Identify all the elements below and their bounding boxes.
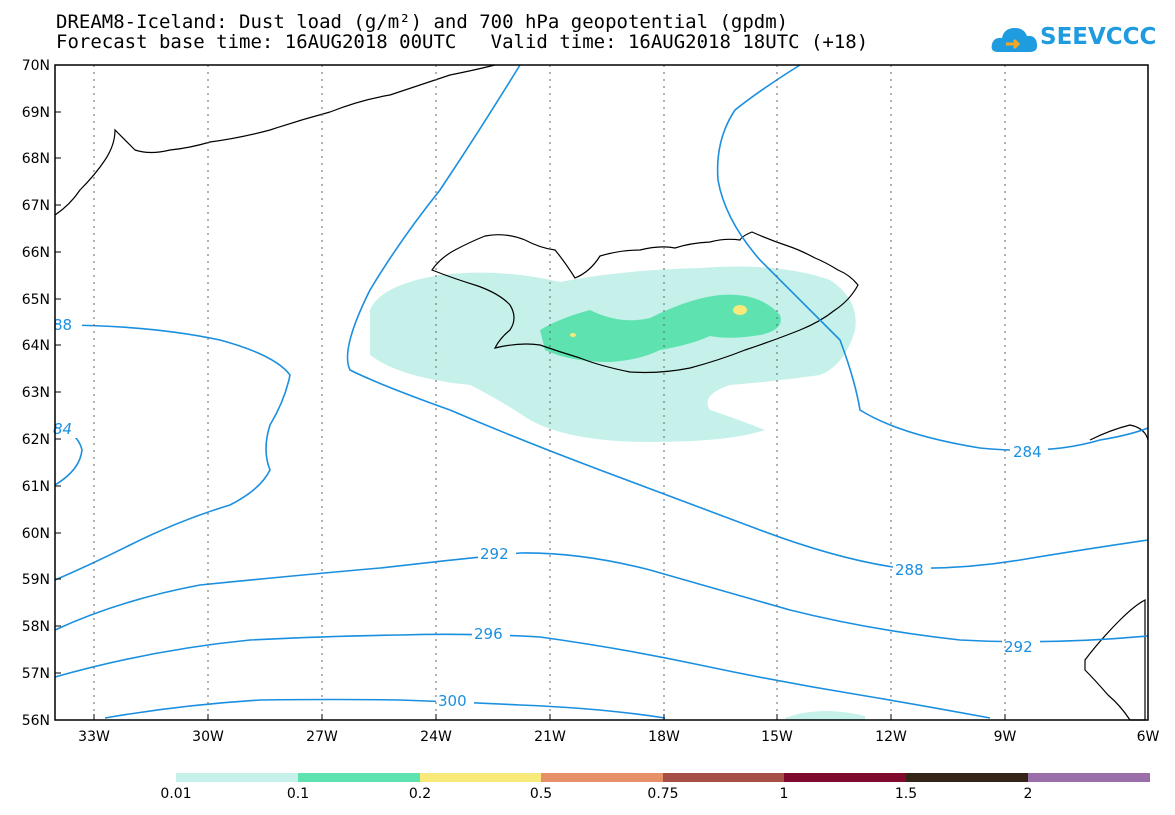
legend-swatch [1028,773,1150,782]
scotland-coast [1084,599,1146,721]
contour-296 [54,633,991,719]
lat-label: 69N [22,105,50,121]
logo-text: SEEVCCC [1040,24,1157,50]
legend-swatch [784,773,906,782]
lat-label: 59N [22,572,50,588]
lat-label: 64N [22,338,50,354]
legend-swatch [420,773,541,782]
contour-label: 288 [895,561,924,579]
lat-label: 68N [22,151,50,167]
legend-swatch [541,773,663,782]
lat-label: 65N [22,292,50,308]
legend-label: 1.5 [894,786,918,802]
contour-labels: 88 84 284 292 288 296 292 300 [52,316,1048,710]
legend-label: 0.1 [286,786,310,802]
lon-label: 24W [420,729,452,745]
contour-label: 88 [53,316,72,334]
contour-label: 284 [1013,443,1042,461]
iceland-coast [431,231,859,374]
legend-swatch [298,773,420,782]
legend-label: 0.2 [408,786,432,802]
lon-label: 9W [994,729,1017,745]
geopotential-contours [54,64,1149,719]
lat-label: 63N [22,385,50,401]
greenland-coast [54,64,496,216]
lon-label: 27W [306,729,338,745]
dust-level-0.2 [570,333,576,337]
faroe-coast [1089,424,1149,441]
latitude-labels: 70N 69N 68N 67N 66N 65N 64N 63N 62N 61N … [22,58,50,729]
legend-swatch [176,773,298,782]
dust-level-0.2 [733,305,747,315]
legend-label: 0.5 [529,786,553,802]
lat-label: 61N [22,479,50,495]
longitude-labels: 33W 30W 27W 24W 21W 18W 15W 12W 9W 6W [78,729,1159,745]
tick-marks [55,64,1149,721]
chart-subtitle: Forecast base time: 16AUG2018 00UTC Vali… [56,31,869,53]
dust-load-shading [370,266,865,720]
lon-label: 12W [875,729,907,745]
chart-title: DREAM8-Iceland: Dust load (g/m²) and 700… [56,11,789,33]
legend-swatch [663,773,784,782]
legend-label: 0.75 [647,786,679,802]
contour-label: 292 [480,545,509,563]
contour-288-west [54,324,291,581]
lat-label: 58N [22,619,50,635]
contour-label: 292 [1004,638,1033,656]
legend-label: 1 [779,786,789,802]
contour-label: 84 [53,420,72,438]
lat-label: 67N [22,198,50,214]
lat-label: 56N [22,713,50,729]
lat-label: 62N [22,432,50,448]
contour-label: 300 [438,692,467,710]
contour-300 [104,698,666,719]
lat-label: 70N [22,58,50,74]
lon-label: 33W [78,729,110,745]
lat-label: 60N [22,526,50,542]
lon-label: 21W [534,729,566,745]
legend-colorbar [176,773,1150,782]
lat-label: 66N [22,245,50,261]
lon-label: 15W [761,729,793,745]
dust-level-0.01 [785,710,865,720]
legend-swatch [906,773,1028,782]
contour-292 [54,552,1149,643]
cloud-icon [991,28,1038,52]
legend-label: 2 [1023,786,1033,802]
contour-284-east [716,64,1149,452]
lon-label: 18W [648,729,680,745]
legend-label: 0.01 [160,786,192,802]
lon-label: 30W [192,729,224,745]
lon-label: 6W [1137,729,1160,745]
contour-north [346,64,1149,570]
contour-label: 296 [474,625,503,643]
lat-label: 57N [22,666,50,682]
dust-level-0.1 [540,294,781,362]
